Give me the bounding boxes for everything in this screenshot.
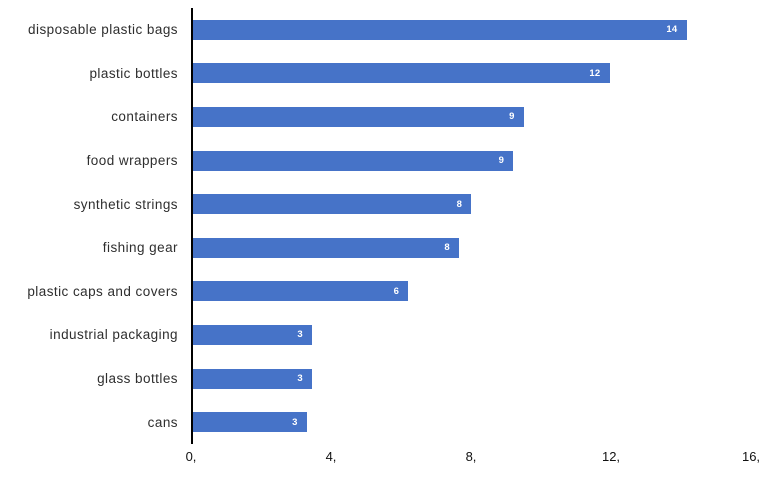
- bar-row: 3: [193, 313, 753, 357]
- bar: 9: [193, 150, 514, 171]
- bar-value-label: 8: [456, 198, 463, 210]
- category-label: fishing gear: [102, 240, 178, 256]
- bar-value-label: 3: [292, 416, 298, 428]
- bar-row: 3: [193, 357, 753, 401]
- bar-row: 14: [193, 8, 753, 52]
- bar-value-label: 9: [498, 155, 505, 167]
- bar-value-label: 12: [589, 67, 601, 79]
- bar: 12: [193, 63, 610, 84]
- bar: 8: [193, 194, 472, 215]
- bar: 14: [193, 19, 687, 40]
- category-label: glass bottles: [97, 371, 178, 387]
- category-label: plastic bottles: [89, 65, 178, 81]
- bar: 6: [193, 281, 409, 302]
- category-label: plastic caps and covers: [27, 283, 178, 299]
- category-label: cans: [147, 414, 178, 430]
- bar: 3: [193, 324, 312, 345]
- bar-row: 3: [193, 400, 753, 444]
- x-tick-label: 8,: [465, 449, 477, 464]
- x-axis: 0, 4, 8, 12, 16,: [186, 449, 760, 469]
- bar-row: 12: [193, 52, 753, 96]
- category-label: containers: [111, 109, 178, 125]
- plot-area: 14 12 9 9 8 8 6 3 3 3: [191, 8, 753, 444]
- bar-value-label: 14: [666, 24, 678, 36]
- category-label: food wrappers: [86, 153, 178, 169]
- bar-value-label: 6: [393, 285, 400, 297]
- bar-value-label: 8: [444, 242, 450, 254]
- y-axis-category-labels: disposable plastic bags plastic bottles co…: [0, 8, 178, 444]
- bar-row: 6: [193, 270, 753, 314]
- bar: 3: [193, 412, 307, 433]
- category-label: synthetic strings: [73, 196, 178, 212]
- category-label: industrial packaging: [49, 327, 178, 343]
- x-tick-label: 0,: [185, 449, 197, 464]
- bar-row: 9: [193, 95, 753, 139]
- bar: 8: [193, 237, 459, 258]
- x-tick-label: 4,: [325, 449, 337, 464]
- bar: 9: [193, 106, 524, 127]
- bar-row: 8: [193, 226, 753, 270]
- bar-row: 8: [193, 182, 753, 226]
- bar-value-label: 3: [297, 373, 303, 385]
- bar-value-label: 3: [297, 329, 303, 341]
- x-tick-label: 12,: [601, 449, 621, 464]
- category-label: disposable plastic bags: [28, 22, 178, 38]
- x-tick-label: 16,: [741, 449, 761, 464]
- bar-row: 9: [193, 139, 753, 183]
- bar-value-label: 9: [509, 111, 515, 123]
- bar: 3: [193, 368, 312, 389]
